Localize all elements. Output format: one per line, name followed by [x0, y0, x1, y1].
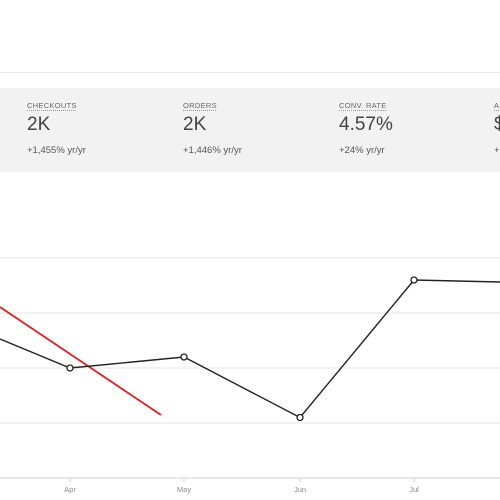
- x-tick-label: Jul: [409, 485, 419, 494]
- stats-bar: CHECKOUTS 2K +1,455% yr/yr ORDERS 2K +1,…: [0, 88, 500, 172]
- stat-change: +24% yr/yr: [339, 145, 385, 156]
- data-point: [410, 276, 418, 284]
- stat-value: 4.57%: [339, 114, 393, 135]
- stat-change: +: [494, 145, 500, 156]
- data-point: [296, 413, 304, 422]
- top-divider: [0, 72, 500, 73]
- stat-change: +1,446% yr/yr: [183, 145, 242, 156]
- x-tick-label: Apr: [64, 485, 76, 494]
- series-line: [0, 279, 500, 419]
- x-tick-label: Jun: [294, 485, 306, 494]
- data-point: [180, 353, 188, 361]
- stat-value: 2K: [27, 114, 51, 135]
- stat-change: +1,455% yr/yr: [27, 145, 86, 156]
- red-trend-line: [0, 306, 162, 416]
- stat-value: 2K: [183, 114, 207, 135]
- stat-label[interactable]: CHECKOUTS: [27, 101, 77, 110]
- stat-label[interactable]: A: [494, 101, 500, 110]
- x-tick-label: May: [177, 485, 191, 494]
- data-point: [66, 364, 74, 372]
- stat-label[interactable]: CONV. RATE: [339, 101, 387, 110]
- stat-label[interactable]: ORDERS: [183, 101, 217, 110]
- stat-value: $: [494, 114, 500, 135]
